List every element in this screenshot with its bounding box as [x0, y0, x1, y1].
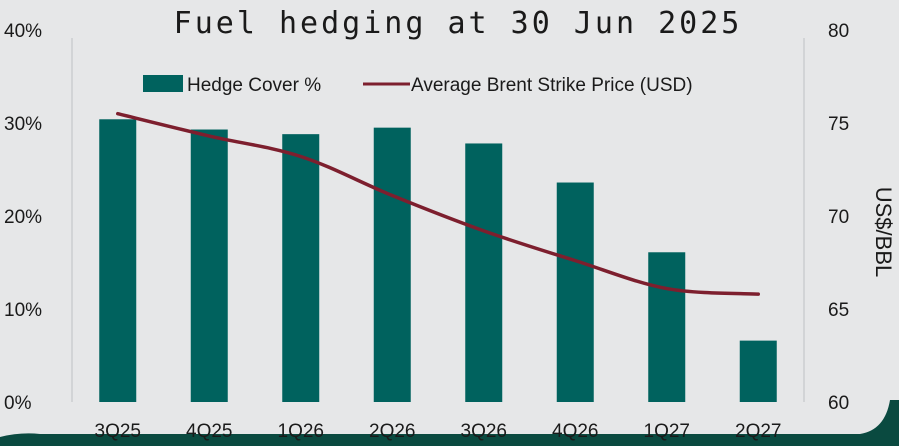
x-tick-label: 2Q26 [369, 421, 415, 442]
x-tick-label: 2Q27 [735, 421, 781, 442]
left-axis-ticks: 0% 10% 20% 30% 40% [4, 21, 42, 414]
right-axis-ticks: 60 65 70 75 80 [828, 21, 849, 414]
left-tick-label: 30% [4, 114, 42, 135]
legend-label-bar: Hedge Cover % [187, 75, 321, 96]
right-tick-label: 60 [828, 393, 849, 414]
x-tick-label: 4Q26 [552, 421, 598, 442]
line-series [116, 111, 760, 296]
bar-series [99, 119, 777, 403]
right-tick-label: 75 [828, 114, 849, 135]
right-tick-label: 80 [828, 21, 849, 42]
brent-strike-line [116, 111, 760, 296]
bar-2Q26 [373, 127, 411, 403]
bar-2Q27 [739, 340, 777, 402]
bar-3Q26 [465, 143, 503, 402]
x-tick-label: 3Q26 [461, 421, 507, 442]
bar-1Q27 [648, 252, 686, 402]
x-tick-label: 4Q25 [186, 421, 232, 442]
x-tick-label: 1Q27 [644, 421, 690, 442]
bar-4Q26 [556, 182, 594, 402]
right-axis-title: US$/BBL [871, 187, 896, 278]
left-tick-label: 0% [4, 393, 32, 414]
legend-label-line: Average Brent Strike Price (USD) [411, 75, 693, 96]
x-tick-label: 1Q26 [278, 421, 324, 442]
legend-swatch-bar [143, 75, 183, 92]
chart-title: Fuel hedging at 30 Jun 2025 [174, 6, 743, 41]
right-tick-label: 65 [828, 300, 849, 321]
legend: Hedge Cover % Average Brent Strike Price… [143, 75, 693, 96]
left-tick-label: 10% [4, 300, 42, 321]
right-tick-label: 70 [828, 207, 849, 228]
bar-3Q25 [99, 119, 137, 402]
bar-4Q25 [190, 129, 228, 402]
x-axis-ticks: 3Q25 4Q25 1Q26 2Q26 3Q26 4Q26 1Q27 2Q27 [95, 421, 782, 442]
x-tick-label: 3Q25 [95, 421, 141, 442]
left-tick-label: 20% [4, 207, 42, 228]
frame-accent [0, 400, 899, 446]
left-tick-label: 40% [4, 21, 42, 42]
bar-1Q26 [282, 134, 320, 402]
